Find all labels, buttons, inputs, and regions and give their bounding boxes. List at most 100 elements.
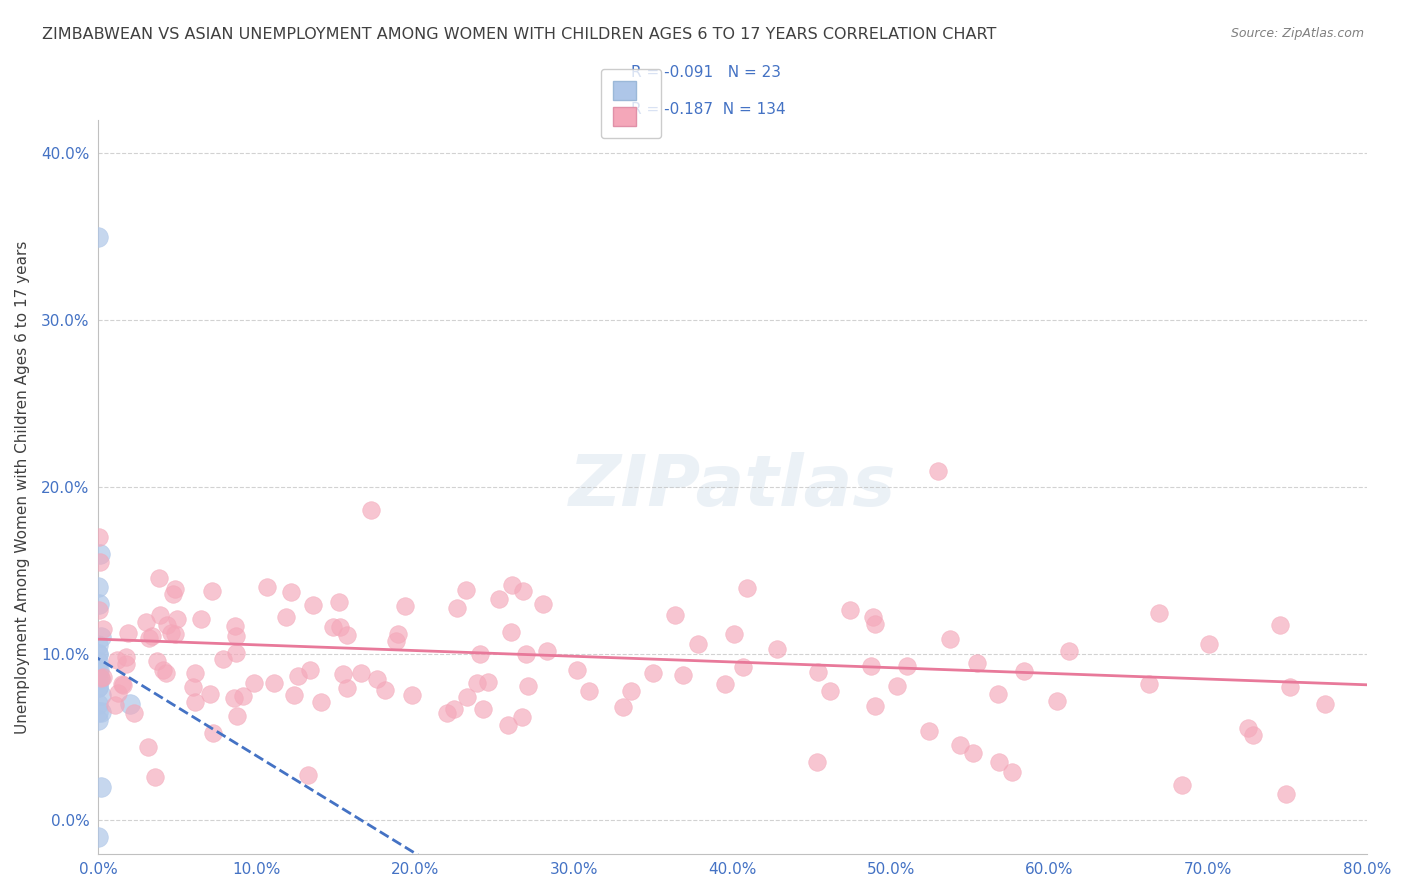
Text: Source: ZipAtlas.com: Source: ZipAtlas.com — [1230, 27, 1364, 40]
Point — [87, 638, 110, 652]
Point — [141, 629, 163, 643]
Point — [1241, 728, 1264, 742]
Point — [91, 622, 114, 636]
Point — [87, 580, 110, 594]
Point — [501, 578, 523, 592]
Point — [962, 746, 984, 760]
Point — [309, 695, 332, 709]
Point — [122, 706, 145, 721]
Point — [987, 687, 1010, 701]
Point — [87, 697, 110, 711]
Point — [104, 698, 127, 713]
Point — [146, 654, 169, 668]
Point — [863, 616, 886, 631]
Point — [225, 629, 247, 643]
Point — [89, 597, 111, 611]
Point — [446, 601, 468, 615]
Point — [350, 666, 373, 681]
Point — [336, 681, 359, 695]
Point — [232, 689, 254, 703]
Text: R = -0.091   N = 23: R = -0.091 N = 23 — [631, 65, 780, 80]
Point — [394, 599, 416, 614]
Point — [149, 608, 172, 623]
Point — [224, 619, 246, 633]
Point — [820, 684, 842, 698]
Point — [107, 686, 129, 700]
Point — [190, 612, 212, 626]
Point — [87, 705, 110, 719]
Point — [949, 738, 972, 752]
Point — [496, 718, 519, 732]
Point — [143, 770, 166, 784]
Point — [148, 571, 170, 585]
Point — [366, 672, 388, 686]
Point — [322, 620, 344, 634]
Point — [90, 671, 112, 685]
Point — [1268, 618, 1291, 632]
Point — [927, 464, 949, 478]
Point — [806, 665, 828, 680]
Point — [641, 666, 664, 681]
Point — [401, 688, 423, 702]
Point — [329, 620, 352, 634]
Point — [226, 709, 249, 723]
Point — [152, 664, 174, 678]
Point — [87, 603, 110, 617]
Point — [939, 632, 962, 647]
Point — [865, 698, 887, 713]
Point — [87, 680, 110, 694]
Point — [735, 582, 758, 596]
Point — [90, 780, 112, 794]
Point — [384, 633, 406, 648]
Point — [516, 679, 538, 693]
Point — [201, 584, 224, 599]
Point — [87, 663, 110, 677]
Point — [723, 627, 745, 641]
Text: R = -0.187  N = 134: R = -0.187 N = 134 — [631, 102, 786, 117]
Point — [838, 603, 860, 617]
Point — [297, 768, 319, 782]
Point — [298, 663, 321, 677]
Point — [89, 555, 111, 569]
Point — [472, 702, 495, 716]
Point — [612, 700, 634, 714]
Point — [620, 683, 643, 698]
Point — [531, 598, 554, 612]
Point — [283, 689, 305, 703]
Point — [713, 677, 735, 691]
Point — [183, 680, 205, 694]
Point — [766, 641, 789, 656]
Point — [896, 658, 918, 673]
Point — [90, 688, 112, 702]
Point — [198, 687, 221, 701]
Point — [1274, 788, 1296, 802]
Point — [87, 830, 110, 844]
Point — [89, 547, 111, 561]
Point — [87, 647, 110, 661]
Point — [1313, 698, 1336, 712]
Point — [806, 755, 828, 769]
Point — [731, 659, 754, 673]
Point — [159, 625, 181, 640]
Point — [328, 595, 350, 609]
Point — [156, 617, 179, 632]
Text: ZIMBABWEAN VS ASIAN UNEMPLOYMENT AMONG WOMEN WITH CHILDREN AGES 6 TO 17 YEARS CO: ZIMBABWEAN VS ASIAN UNEMPLOYMENT AMONG W… — [42, 27, 997, 42]
Point — [202, 726, 225, 740]
Point — [488, 591, 510, 606]
Point — [862, 609, 884, 624]
Point — [477, 675, 499, 690]
Point — [886, 679, 908, 693]
Point — [105, 653, 128, 667]
Point — [112, 678, 135, 692]
Point — [114, 657, 136, 672]
Point — [87, 672, 110, 686]
Point — [117, 625, 139, 640]
Y-axis label: Unemployment Among Women with Children Ages 6 to 17 years: Unemployment Among Women with Children A… — [15, 240, 30, 733]
Point — [456, 690, 478, 704]
Point — [510, 710, 533, 724]
Point — [565, 664, 588, 678]
Point — [966, 657, 988, 671]
Point — [115, 650, 138, 665]
Point — [155, 666, 177, 681]
Point — [225, 646, 247, 660]
